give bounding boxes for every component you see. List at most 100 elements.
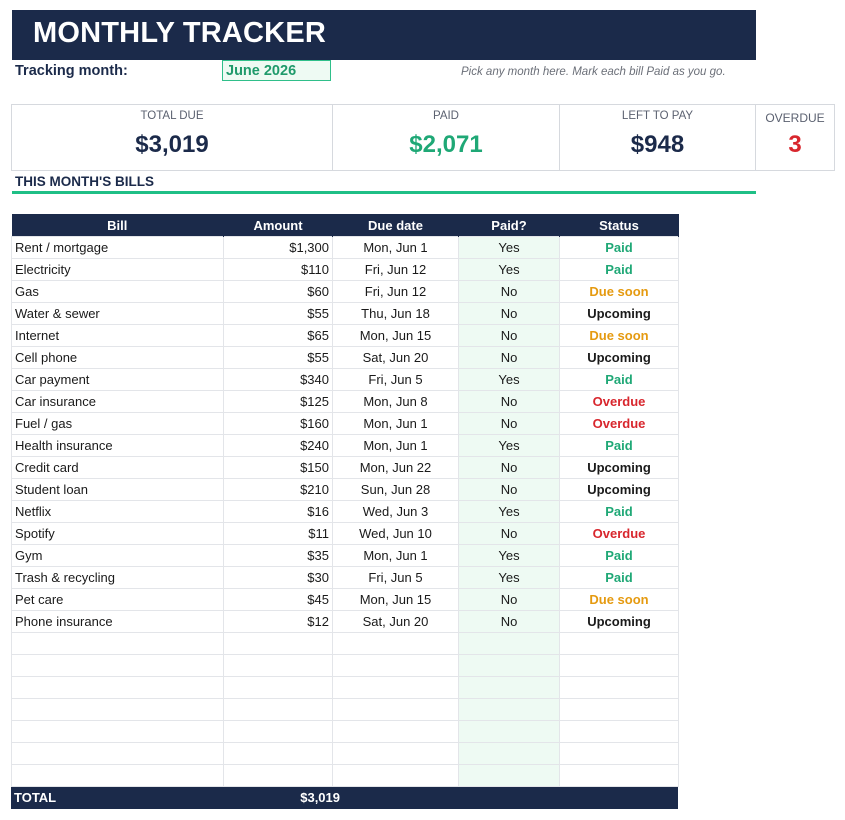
table-row: Health insurance $240 Mon, Jun 1 Yes Paid: [11, 434, 679, 457]
cell-status: Due soon: [559, 280, 679, 303]
cell-paid[interactable]: Yes: [458, 500, 560, 523]
cell-amount: $65: [223, 324, 333, 347]
empty-cell-amount: [223, 720, 333, 743]
cell-paid[interactable]: No: [458, 456, 560, 479]
cell-due-date: Sat, Jun 20: [332, 610, 459, 633]
table-row: Phone insurance $12 Sat, Jun 20 No Upcoming: [11, 610, 679, 633]
empty-cell-bill: [11, 720, 224, 743]
cell-paid[interactable]: Yes: [458, 368, 560, 391]
empty-cell-status: [559, 654, 679, 677]
column-header-paid: Paid?: [458, 214, 560, 237]
total-row: TOTAL $3,019: [11, 787, 678, 809]
empty-cell-amount: [223, 698, 333, 721]
cell-amount: $45: [223, 588, 333, 611]
bills-table-body: Rent / mortgage $1,300 Mon, Jun 1 Yes Paid El…: [11, 236, 679, 787]
table-row: Rent / mortgage $1,300 Mon, Jun 1 Yes Paid: [11, 236, 679, 259]
empty-cell-paid[interactable]: [458, 742, 560, 765]
empty-cell-status: [559, 720, 679, 743]
cell-paid[interactable]: No: [458, 478, 560, 501]
empty-cell-paid[interactable]: [458, 764, 560, 787]
cell-status: Paid: [559, 544, 679, 567]
empty-cell-paid[interactable]: [458, 720, 560, 743]
empty-cell-status: [559, 632, 679, 655]
cell-due-date: Mon, Jun 1: [332, 236, 459, 259]
table-row: Water & sewer $55 Thu, Jun 18 No Upcoming: [11, 302, 679, 325]
cell-paid[interactable]: Yes: [458, 544, 560, 567]
cell-status: Upcoming: [559, 478, 679, 501]
table-row: Gym $35 Mon, Jun 1 Yes Paid: [11, 544, 679, 567]
column-header-status: Status: [559, 214, 679, 237]
cell-paid[interactable]: No: [458, 280, 560, 303]
cell-paid[interactable]: No: [458, 302, 560, 325]
empty-table-row: [11, 698, 679, 721]
kpi-left-to-pay-value: $948: [630, 131, 685, 158]
empty-cell-status: [559, 676, 679, 699]
cell-bill: Pet care: [11, 588, 224, 611]
empty-cell-paid[interactable]: [458, 676, 560, 699]
empty-cell-status: [559, 698, 679, 721]
cell-due-date: Fri, Jun 12: [332, 258, 459, 281]
cell-amount: $110: [223, 258, 333, 281]
column-header-bill: Bill: [11, 214, 224, 237]
cell-due-date: Fri, Jun 5: [332, 566, 459, 589]
empty-cell-amount: [223, 676, 333, 699]
table-row: Cell phone $55 Sat, Jun 20 No Upcoming: [11, 346, 679, 369]
cell-amount: $240: [223, 434, 333, 457]
empty-table-row: [11, 720, 679, 743]
kpi-overdue-value: 3: [788, 131, 802, 158]
cell-amount: $55: [223, 346, 333, 369]
cell-paid[interactable]: No: [458, 324, 560, 347]
section-divider: [12, 191, 756, 194]
table-row: Car insurance $125 Mon, Jun 8 No Overdue: [11, 390, 679, 413]
empty-cell-amount: [223, 764, 333, 787]
cell-due-date: Wed, Jun 10: [332, 522, 459, 545]
cell-paid[interactable]: No: [458, 588, 560, 611]
cell-paid[interactable]: Yes: [458, 566, 560, 589]
cell-due-date: Mon, Jun 15: [332, 588, 459, 611]
empty-cell-paid[interactable]: [458, 698, 560, 721]
cell-status: Paid: [559, 258, 679, 281]
empty-table-row: [11, 764, 679, 787]
table-row: Internet $65 Mon, Jun 15 No Due soon: [11, 324, 679, 347]
empty-table-row: [11, 676, 679, 699]
cell-amount: $16: [223, 500, 333, 523]
empty-cell-paid[interactable]: [458, 654, 560, 677]
table-row: Trash & recycling $30 Fri, Jun 5 Yes Paid: [11, 566, 679, 589]
cell-bill: Health insurance: [11, 434, 224, 457]
cell-paid[interactable]: Yes: [458, 258, 560, 281]
empty-cell-bill: [11, 676, 224, 699]
cell-due-date: Fri, Jun 5: [332, 368, 459, 391]
kpi-paid: PAID $2,071: [332, 104, 560, 171]
kpi-total-due: TOTAL DUE $3,019: [11, 104, 333, 171]
column-header-due-date: Due date: [332, 214, 459, 237]
cell-paid[interactable]: Yes: [458, 434, 560, 457]
kpi-paid-value: $2,071: [409, 131, 483, 158]
page-title: MONTHLY TRACKER: [33, 17, 327, 49]
cell-amount: $1,300: [223, 236, 333, 259]
cell-paid[interactable]: No: [458, 610, 560, 633]
cell-paid[interactable]: No: [458, 522, 560, 545]
cell-bill: Spotify: [11, 522, 224, 545]
cell-paid[interactable]: No: [458, 412, 560, 435]
cell-paid[interactable]: Yes: [458, 236, 560, 259]
empty-cell-paid[interactable]: [458, 632, 560, 655]
cell-paid[interactable]: No: [458, 346, 560, 369]
table-row: Spotify $11 Wed, Jun 10 No Overdue: [11, 522, 679, 545]
empty-table-row: [11, 654, 679, 677]
cell-status: Upcoming: [559, 302, 679, 325]
cell-bill: Water & sewer: [11, 302, 224, 325]
cell-due-date: Mon, Jun 1: [332, 544, 459, 567]
title-bar: MONTHLY TRACKER: [12, 10, 756, 60]
cell-bill: Gas: [11, 280, 224, 303]
cell-status: Paid: [559, 368, 679, 391]
kpi-overdue: OVERDUE 3: [755, 104, 835, 171]
kpi-total-due-value: $3,019: [135, 131, 209, 158]
cell-status: Upcoming: [559, 346, 679, 369]
cell-status: Overdue: [559, 390, 679, 413]
empty-cell-bill: [11, 742, 224, 765]
total-value: $3,019: [300, 790, 340, 805]
cell-bill: Credit card: [11, 456, 224, 479]
cell-paid[interactable]: No: [458, 390, 560, 413]
tracking-month-input[interactable]: June 2026: [222, 60, 331, 81]
empty-cell-amount: [223, 654, 333, 677]
